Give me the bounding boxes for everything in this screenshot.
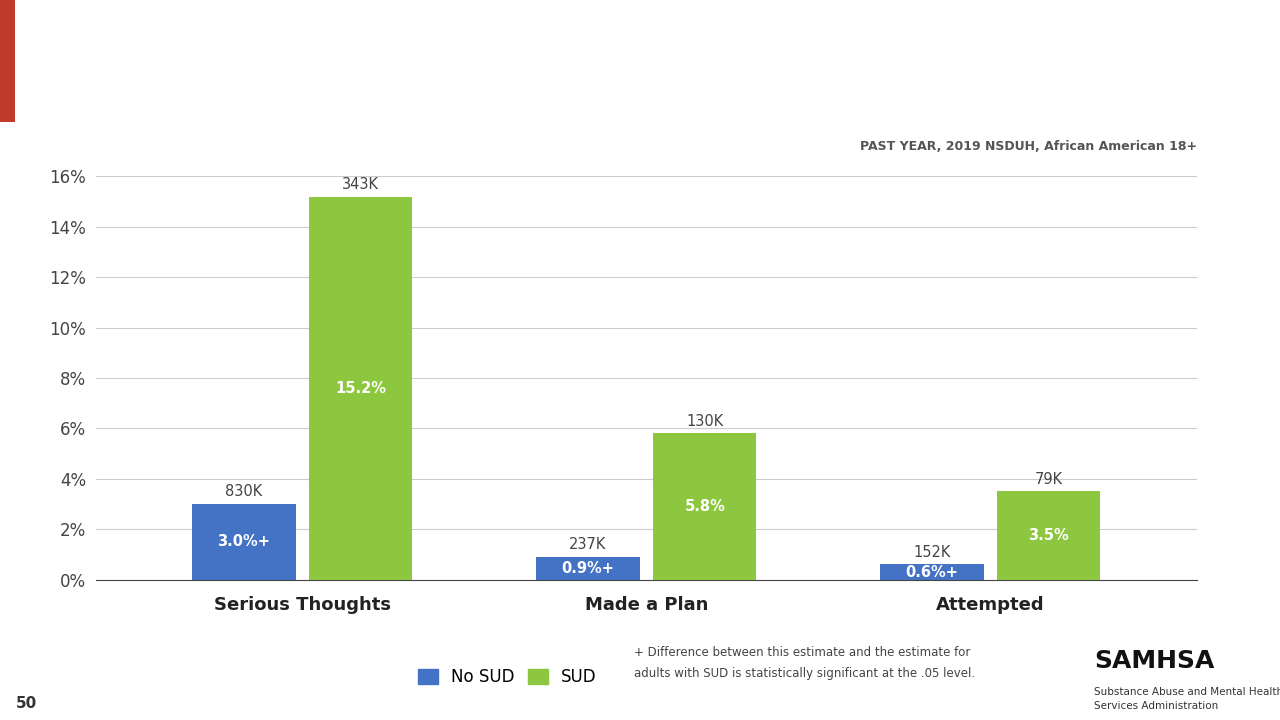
Bar xyxy=(997,491,1101,580)
Bar xyxy=(536,557,640,580)
Bar xyxy=(310,197,412,580)
Text: 50: 50 xyxy=(15,696,37,711)
Text: Services Administration: Services Administration xyxy=(1094,701,1219,711)
Text: 79K: 79K xyxy=(1034,472,1062,487)
Bar xyxy=(0,0,15,122)
Text: 3.0%+: 3.0%+ xyxy=(218,534,270,549)
Text: PAST YEAR, 2019 NSDUH, African American 18+: PAST YEAR, 2019 NSDUH, African American … xyxy=(860,140,1197,153)
Bar xyxy=(881,564,983,580)
Text: 0.6%+: 0.6%+ xyxy=(905,564,959,580)
Text: Substance Abuse and Mental Health: Substance Abuse and Mental Health xyxy=(1094,687,1280,697)
Text: 237K: 237K xyxy=(570,537,607,552)
Text: 343K: 343K xyxy=(342,177,379,192)
Text: 130K: 130K xyxy=(686,414,723,429)
Text: SAMHSA: SAMHSA xyxy=(1094,649,1215,673)
Text: Substance Use Disorder (SUD) is Associated with Suicidal Thoughts,: Substance Use Disorder (SUD) is Associat… xyxy=(23,22,1039,48)
Legend: No SUD, SUD: No SUD, SUD xyxy=(412,663,602,691)
Text: 15.2%: 15.2% xyxy=(335,381,387,395)
Text: Plans, and Attempts among African American Adults ≥18 y.o.: Plans, and Attempts among African Americ… xyxy=(23,78,936,105)
Text: 5.8%: 5.8% xyxy=(685,499,726,514)
Text: 0.9%+: 0.9%+ xyxy=(562,561,614,576)
Bar xyxy=(653,433,756,580)
Bar xyxy=(192,504,296,580)
Text: 3.5%: 3.5% xyxy=(1029,528,1069,543)
Text: + Difference between this estimate and the estimate for: + Difference between this estimate and t… xyxy=(634,646,970,659)
Text: 152K: 152K xyxy=(913,545,951,560)
Text: adults with SUD is statistically significant at the .05 level.: adults with SUD is statistically signifi… xyxy=(634,667,975,680)
Text: 830K: 830K xyxy=(225,485,262,500)
